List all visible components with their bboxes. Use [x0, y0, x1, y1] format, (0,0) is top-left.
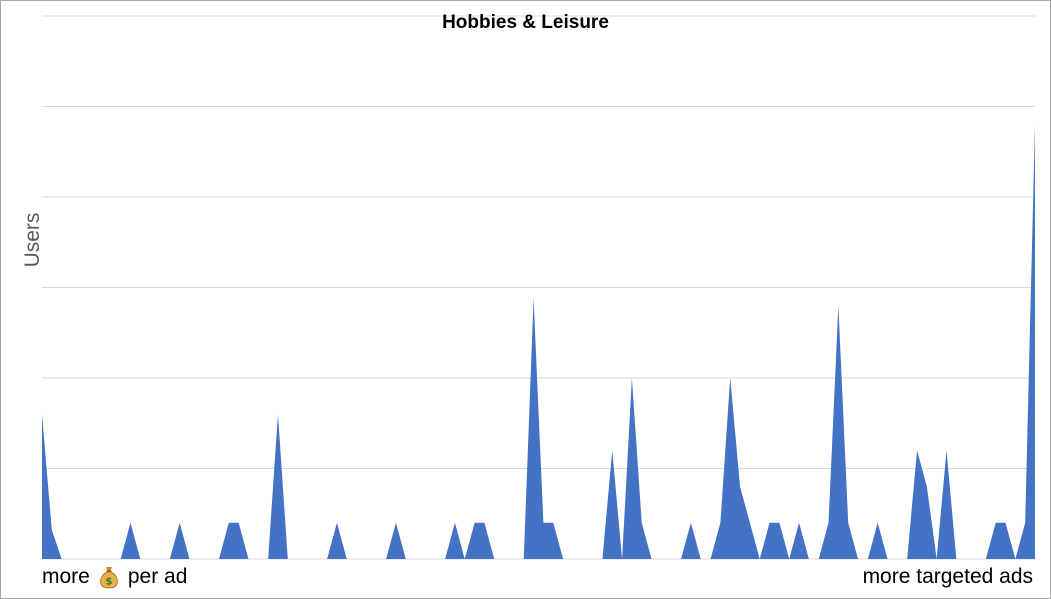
- svg-text:$: $: [105, 577, 112, 588]
- x-axis-label-left-text: more: [42, 565, 90, 588]
- money-bag-icon: $: [100, 567, 118, 589]
- y-axis-label: Users: [21, 212, 44, 268]
- x-axis-label-left-suffix: per ad: [127, 565, 188, 588]
- x-axis-label-right: more targeted ads: [862, 565, 1033, 588]
- chart-title: Hobbies & Leisure: [442, 12, 609, 33]
- users-area-series: [42, 124, 1035, 559]
- x-axis-label-left: more $ per ad: [42, 565, 187, 589]
